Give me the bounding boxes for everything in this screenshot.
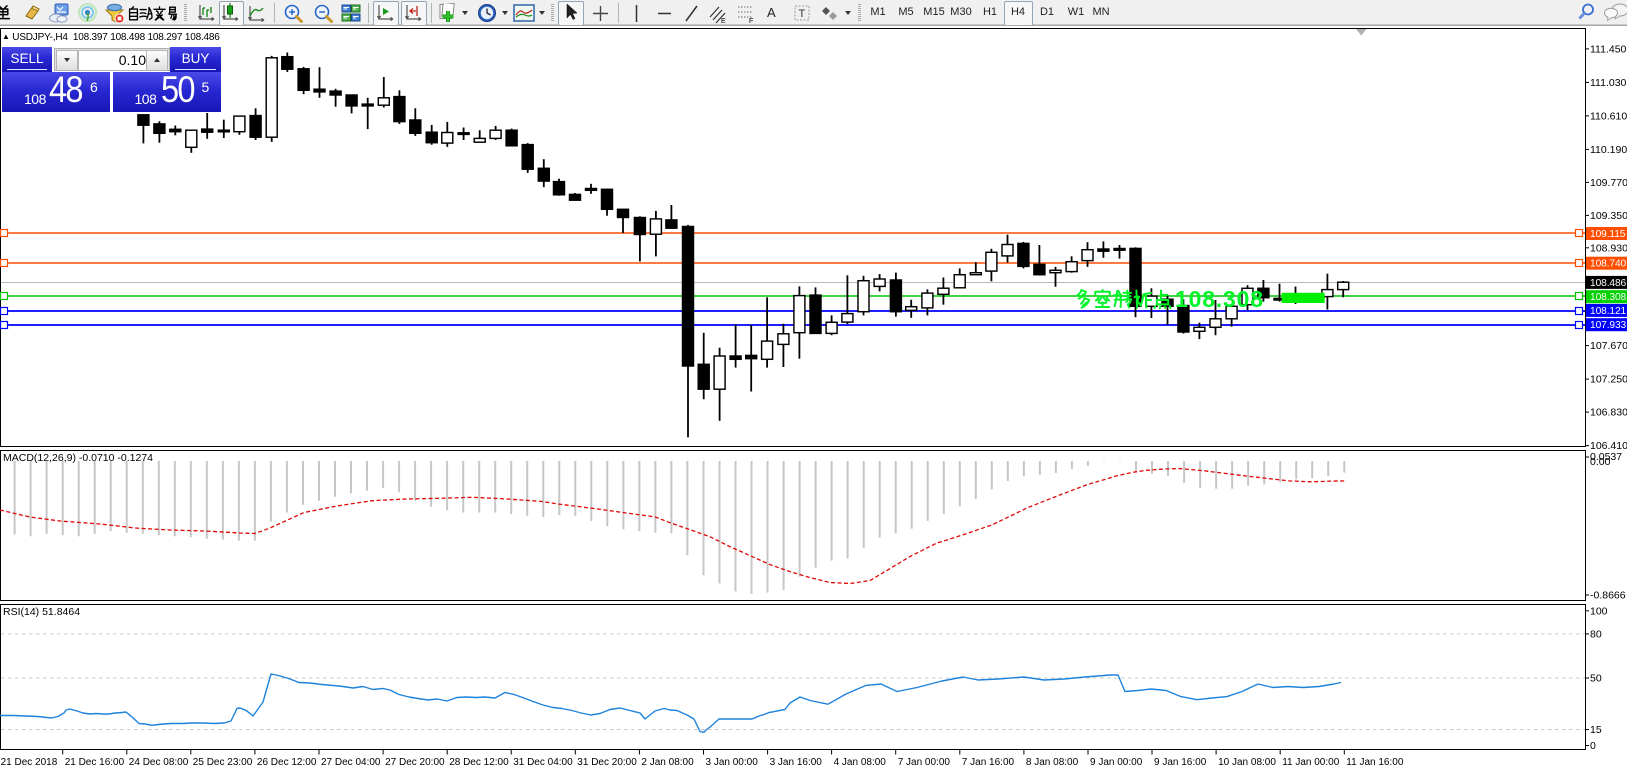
svg-text:107.933: 107.933 xyxy=(1590,320,1627,331)
svg-text:110.610: 110.610 xyxy=(1590,110,1627,122)
svg-text:27 Dec 20:00: 27 Dec 20:00 xyxy=(385,757,445,768)
svg-text:31 Dec 04:00: 31 Dec 04:00 xyxy=(513,757,573,768)
svg-text:8 Jan 08:00: 8 Jan 08:00 xyxy=(1026,757,1079,768)
svg-text:27 Dec 04:00: 27 Dec 04:00 xyxy=(321,757,381,768)
svg-text:10 Jan 08:00: 10 Jan 08:00 xyxy=(1218,757,1276,768)
svg-text:4 Jan 08:00: 4 Jan 08:00 xyxy=(834,757,887,768)
svg-text:106.410: 106.410 xyxy=(1590,440,1627,452)
svg-text:7 Jan 00:00: 7 Jan 00:00 xyxy=(898,757,951,768)
svg-text:11 Jan 00:00: 11 Jan 00:00 xyxy=(1282,757,1340,768)
svg-text:26 Dec 12:00: 26 Dec 12:00 xyxy=(257,757,317,768)
svg-text:MACD(12,26,9) -0.0710 -0.1274: MACD(12,26,9) -0.0710 -0.1274 xyxy=(3,452,153,464)
svg-text:0: 0 xyxy=(1590,740,1596,752)
svg-text:F: F xyxy=(749,18,753,24)
svg-text:108.486: 108.486 xyxy=(1590,278,1627,289)
svg-text:107.250: 107.250 xyxy=(1590,374,1627,386)
svg-text:109.115: 109.115 xyxy=(1590,229,1626,240)
svg-text:2 Jan 08:00: 2 Jan 08:00 xyxy=(641,757,694,768)
svg-text:9 Jan 16:00: 9 Jan 16:00 xyxy=(1154,757,1207,768)
svg-text:9 Jan 00:00: 9 Jan 00:00 xyxy=(1090,757,1143,768)
svg-text:24 Dec 08:00: 24 Dec 08:00 xyxy=(129,757,189,768)
svg-text:108.121: 108.121 xyxy=(1590,306,1627,317)
svg-text:3 Jan 00:00: 3 Jan 00:00 xyxy=(706,757,759,768)
svg-text:RSI(14) 51.8464: RSI(14) 51.8464 xyxy=(3,606,80,618)
svg-text:E: E xyxy=(721,18,726,24)
svg-text:108.930: 108.930 xyxy=(1590,242,1627,254)
svg-text:80: 80 xyxy=(1590,628,1602,640)
svg-text:11 Jan 16:00: 11 Jan 16:00 xyxy=(1346,757,1404,768)
svg-text:0.0537: 0.0537 xyxy=(1590,451,1622,463)
svg-text:107.670: 107.670 xyxy=(1590,340,1627,352)
svg-text:25 Dec 23:00: 25 Dec 23:00 xyxy=(193,757,253,768)
svg-text:21 Dec 2018: 21 Dec 2018 xyxy=(1,757,58,768)
svg-text:109.770: 109.770 xyxy=(1590,177,1627,189)
svg-text:-0.8666: -0.8666 xyxy=(1590,590,1626,602)
svg-text:T: T xyxy=(799,8,806,20)
svg-text:7 Jan 16:00: 7 Jan 16:00 xyxy=(962,757,1015,768)
svg-text:28 Dec 12:00: 28 Dec 12:00 xyxy=(449,757,509,768)
svg-text:109.350: 109.350 xyxy=(1590,210,1627,222)
svg-text:15: 15 xyxy=(1590,724,1602,736)
svg-text:111.450: 111.450 xyxy=(1590,43,1627,55)
svg-text:3 Jan 16:00: 3 Jan 16:00 xyxy=(770,757,823,768)
svg-text:50: 50 xyxy=(1590,673,1602,685)
svg-text:0.00: 0.00 xyxy=(1590,456,1611,468)
svg-text:111.030: 111.030 xyxy=(1590,77,1627,89)
svg-text:108.308: 108.308 xyxy=(1175,286,1263,312)
svg-text:21 Dec 16:00: 21 Dec 16:00 xyxy=(65,757,125,768)
svg-text:108.308: 108.308 xyxy=(1590,292,1627,303)
svg-text:106.830: 106.830 xyxy=(1590,407,1627,419)
svg-text:31 Dec 20:00: 31 Dec 20:00 xyxy=(577,757,637,768)
svg-text:108.740: 108.740 xyxy=(1590,259,1627,270)
svg-text:100: 100 xyxy=(1590,605,1608,617)
svg-text:110.190: 110.190 xyxy=(1590,144,1627,156)
